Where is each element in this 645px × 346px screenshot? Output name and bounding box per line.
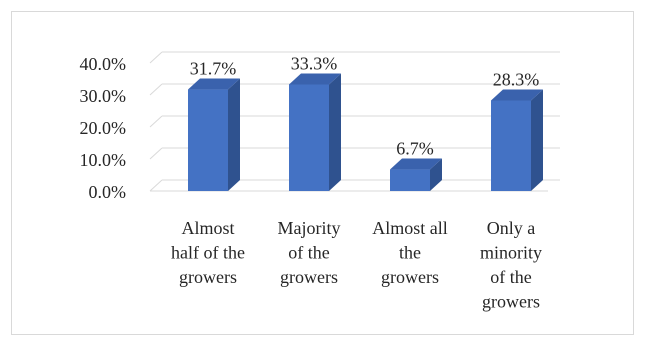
y-tick-label: 0.0% xyxy=(89,182,127,202)
x-tick-label: of the xyxy=(288,243,329,263)
gridline-side xyxy=(149,83,163,96)
x-tick-label: of the xyxy=(490,267,531,287)
x-tick-label: Almost all xyxy=(372,218,448,238)
x-tick-label: minority xyxy=(480,243,542,263)
x-tick-label: Almost xyxy=(181,218,234,238)
data-label: 31.7% xyxy=(190,59,237,79)
bar xyxy=(289,84,329,191)
x-tick-label: half of the xyxy=(171,243,245,263)
x-tick-label: growers xyxy=(280,267,338,287)
data-label: 6.7% xyxy=(396,139,434,159)
y-tick-label: 10.0% xyxy=(80,150,127,170)
x-tick-label: the xyxy=(399,243,421,263)
x-tick-label: growers xyxy=(381,267,439,287)
y-tick-label: 20.0% xyxy=(80,118,127,138)
bar xyxy=(390,169,430,191)
gridline-side xyxy=(149,51,163,64)
data-label: 33.3% xyxy=(291,53,338,73)
bar-side xyxy=(430,158,442,191)
x-tick-label: Only a xyxy=(487,218,536,238)
gridline-side xyxy=(149,147,163,160)
gridline-side xyxy=(149,179,163,192)
bar-top xyxy=(289,73,341,85)
bar-top xyxy=(390,158,442,170)
gridline-side xyxy=(149,115,163,128)
x-tick-label: growers xyxy=(482,292,540,312)
bar-side xyxy=(531,89,543,191)
bar xyxy=(491,100,531,191)
y-tick-label: 30.0% xyxy=(80,86,127,106)
bar-side xyxy=(228,78,240,191)
x-tick-label: growers xyxy=(179,267,237,287)
x-tick-label: Majority xyxy=(278,218,341,238)
bar-top xyxy=(491,89,543,101)
bar-top xyxy=(188,78,240,90)
bar xyxy=(188,89,228,191)
bar-side xyxy=(329,73,341,191)
data-label: 28.3% xyxy=(493,69,540,89)
y-tick-label: 40.0% xyxy=(80,54,127,74)
